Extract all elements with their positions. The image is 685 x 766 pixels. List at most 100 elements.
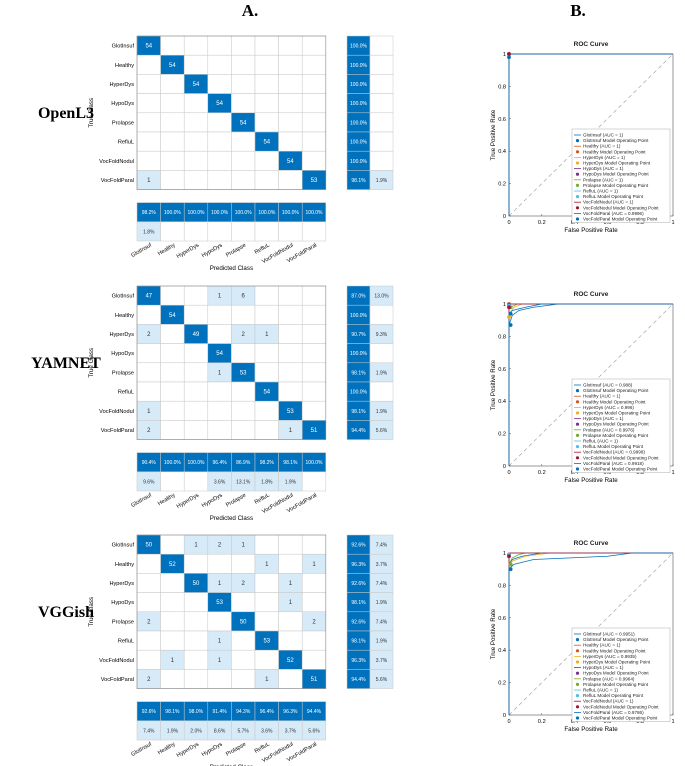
cm-cell — [183, 131, 209, 152]
model-label: VGGish — [38, 604, 94, 621]
legend-auc-label: GlotInsuf (AUC = 1) — [583, 133, 624, 138]
row-summary-value: 94.4% — [351, 428, 366, 434]
roc-x-axis-title: False Positive Rate — [564, 477, 618, 484]
cm-cell — [231, 553, 256, 574]
roc-plot: ROC Curve 00 0.2 0.2 0.4 0.4 0.6 0.6 0.8 0.8 1 1 Fal… — [490, 540, 675, 733]
cm-cell — [183, 611, 209, 632]
cm-cell — [278, 324, 303, 344]
cm-cell — [183, 420, 209, 440]
true-class-label: HyperDys — [109, 332, 134, 338]
row-summary-value: 5.6% — [376, 428, 388, 434]
legend-auc-label: GlotInsuf (AUC = 0.988) — [583, 383, 633, 388]
row-summary-value: 98.1% — [351, 639, 366, 645]
cm-cell — [278, 304, 303, 325]
cm-cell — [136, 362, 161, 383]
cm-cell — [136, 381, 161, 402]
roc-y-tick: 0 — [503, 214, 506, 220]
cm-cell — [160, 74, 185, 94]
cm-cell — [278, 669, 303, 689]
row-summary-value: 5.6% — [376, 677, 388, 683]
row-summary-cell — [369, 93, 394, 114]
predicted-class-label: GlotInsuf — [130, 741, 153, 758]
roc-y-tick: 1 — [503, 302, 506, 308]
col-summary-value: 98.2% — [260, 460, 275, 466]
true-class-label: GlotInsuf — [112, 543, 135, 549]
col-summary-value: 13.1% — [236, 479, 251, 485]
cm-value: 1 — [218, 294, 222, 300]
cm-cell — [254, 93, 279, 114]
cm-cell — [136, 150, 161, 171]
col-summary-value: 96.4% — [213, 460, 228, 466]
roc-legend — [571, 128, 671, 223]
cm-value: 1 — [218, 370, 222, 376]
col-summary-cell — [183, 221, 209, 242]
cm-cell — [231, 400, 256, 421]
cm-value: 54 — [193, 82, 200, 88]
true-class-label: Healthy — [115, 313, 134, 319]
true-class-label: GlotInsuf — [112, 44, 135, 50]
cm-value: 52 — [287, 658, 294, 664]
cm-cell — [301, 534, 327, 555]
true-class-axis-title: True Class — [88, 597, 95, 627]
legend-point-label: VocFoldNodul Model Operating Point — [583, 205, 659, 210]
legend-point-swatch — [575, 139, 580, 143]
cm-cell — [231, 649, 256, 670]
legend-auc-label: Prolapse (AUC = 0.9964) — [583, 676, 635, 681]
cm-cell — [278, 611, 303, 632]
row-summary-value: 7.4% — [376, 581, 388, 587]
col-summary-cell — [254, 221, 279, 242]
roc-y-axis-title: True Positive Rate — [490, 109, 497, 160]
cm-cell — [254, 534, 279, 555]
col-summary-value: 86.9% — [236, 460, 251, 466]
row-summary-value: 100.0% — [350, 82, 368, 88]
roc-y-tick: 0.4 — [498, 399, 506, 405]
legend-auc-label: RefluL (AUC = 1) — [583, 189, 618, 194]
roc-operating-point — [508, 562, 513, 567]
cm-cell — [254, 74, 279, 94]
col-summary-cell — [207, 221, 232, 242]
row-summary-value: 13.0% — [374, 294, 389, 300]
col-summary-value: 98.1% — [165, 709, 180, 715]
roc-y-tick: 0.2 — [498, 182, 506, 188]
legend-auc-label: Prolapse (AUC = 1) — [583, 177, 623, 182]
roc-x-tick: 0.2 — [538, 220, 546, 226]
roc-x-tick: 0.2 — [538, 470, 546, 476]
panel-b-header: B. — [570, 1, 586, 20]
predicted-class-axis-title: Predicted Class — [210, 764, 253, 766]
col-summary-value: 96.3% — [283, 709, 298, 715]
true-class-label: VocFoldParal — [101, 178, 134, 184]
legend-point-swatch — [575, 400, 580, 404]
cm-cell — [183, 285, 209, 306]
predicted-class-axis-title: Predicted Class — [210, 515, 253, 522]
predicted-class-label: RefluL — [254, 243, 271, 256]
roc-y-tick: 0 — [503, 464, 506, 470]
cm-cell — [160, 131, 185, 152]
roc-x-tick: 0.4 — [571, 220, 579, 226]
col-summary-cell — [301, 720, 327, 741]
col-summary-value: 96.4% — [260, 709, 275, 715]
cm-cell — [278, 93, 303, 114]
cm-cell — [136, 592, 161, 613]
model-label: OpenL3 — [38, 105, 94, 122]
model-block-yamnet: YAMNET 47 1 6 GlotInsuf 54 Healthy 2 49 2 1 HyperDy… — [31, 285, 675, 522]
predicted-class-label: HyperDys — [176, 242, 200, 260]
cm-cell — [183, 343, 209, 364]
cm-cell — [278, 170, 303, 190]
model-block-vggish: VGGish 50 1 2 1 GlotInsuf 52 1 1 Healthy 50 1 2 1 Hype… — [38, 534, 675, 766]
cm-cell — [160, 611, 185, 632]
legend-auc-label: RefluL (AUC = 1) — [583, 688, 618, 693]
legend-auc-label: HyperDys (AUC = 0.9935) — [583, 654, 637, 659]
cm-value: 50 — [240, 619, 247, 625]
cm-value: 2 — [242, 581, 246, 587]
cm-value: 2 — [147, 677, 151, 683]
col-summary-value: 100.0% — [306, 460, 324, 466]
roc-curve — [508, 303, 673, 466]
cm-cell — [231, 381, 256, 402]
row-summary-value: 1.9% — [376, 178, 388, 184]
col-summary-value: 91.4% — [213, 709, 228, 715]
col-summary-value: 94.4% — [307, 709, 322, 715]
predicted-class-label: Healthy — [157, 242, 177, 257]
predicted-class-label: Healthy — [157, 492, 177, 507]
legend-point-swatch — [575, 183, 580, 187]
col-summary-value: 100.0% — [306, 210, 324, 216]
